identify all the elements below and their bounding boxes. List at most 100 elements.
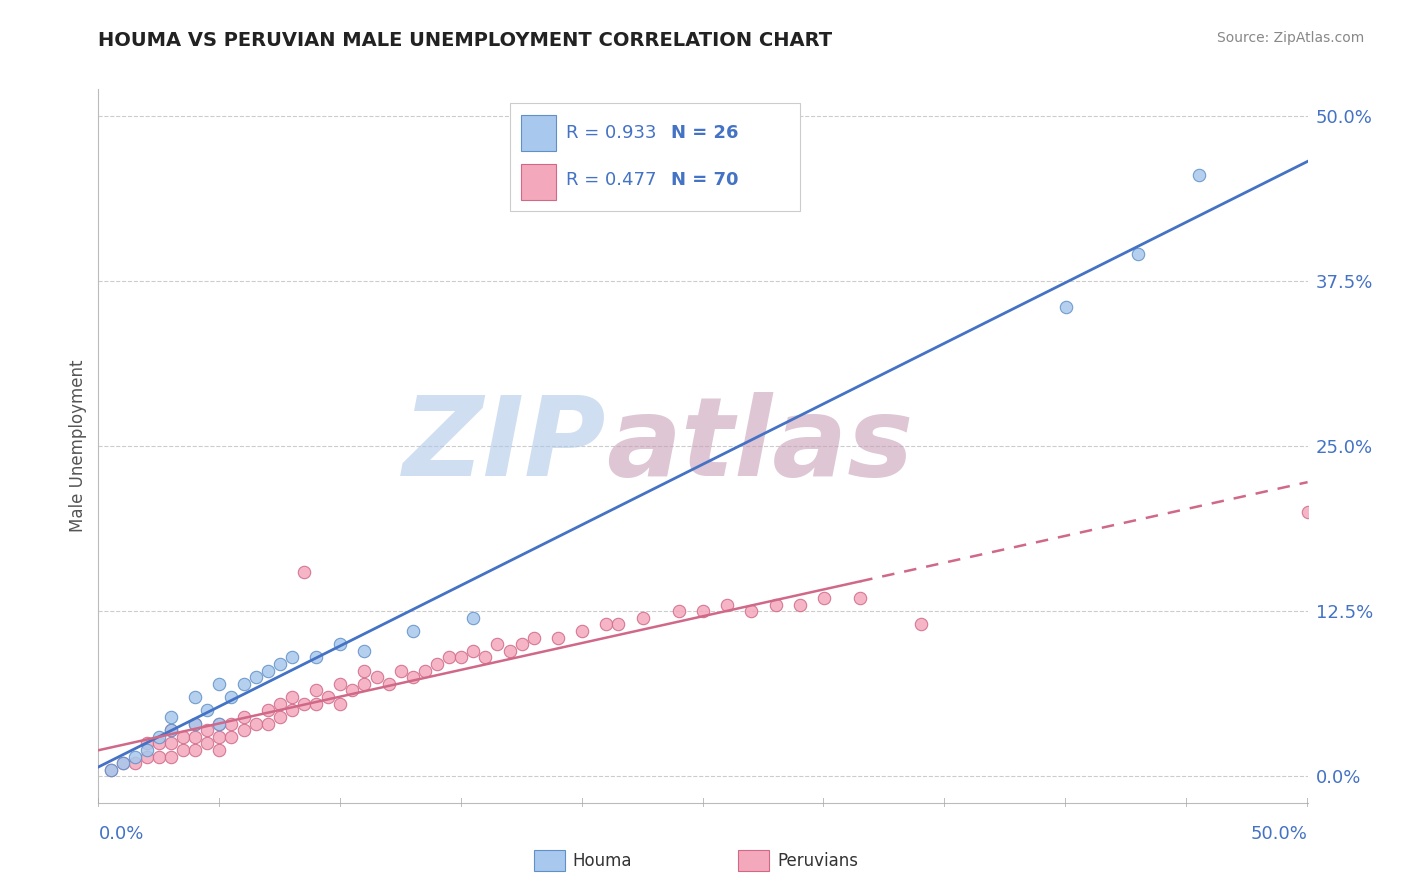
Point <box>195 703 218 717</box>
Point <box>607 617 630 632</box>
Point <box>184 690 207 704</box>
Point <box>377 677 399 691</box>
Point <box>402 670 425 684</box>
Point <box>740 604 762 618</box>
Point <box>208 716 231 731</box>
Point <box>208 677 231 691</box>
Point <box>413 664 436 678</box>
Point <box>765 598 787 612</box>
Point <box>256 703 278 717</box>
Point <box>245 716 267 731</box>
Point <box>463 611 485 625</box>
Point <box>437 650 460 665</box>
Point <box>305 683 328 698</box>
Point <box>135 736 157 750</box>
Text: |: | <box>97 798 100 807</box>
Point <box>124 756 146 771</box>
Text: |: | <box>1306 798 1309 807</box>
Point <box>292 565 315 579</box>
Point <box>1296 505 1319 519</box>
Point <box>208 730 231 744</box>
Point <box>232 723 254 738</box>
Text: |: | <box>702 798 704 807</box>
Point <box>849 591 872 605</box>
Point <box>329 637 352 651</box>
Text: |: | <box>460 798 463 807</box>
Point <box>316 690 339 704</box>
Point <box>510 637 533 651</box>
Text: |: | <box>943 798 946 807</box>
Point <box>910 617 932 632</box>
Point <box>148 749 170 764</box>
Text: N = 26: N = 26 <box>671 124 738 142</box>
Point <box>208 743 231 757</box>
Point <box>571 624 593 638</box>
Point <box>160 723 183 738</box>
Point <box>256 716 278 731</box>
Text: Houma: Houma <box>572 852 631 870</box>
Point <box>305 697 328 711</box>
Point <box>366 670 388 684</box>
Text: N = 70: N = 70 <box>671 171 738 189</box>
Point <box>353 644 375 658</box>
Point <box>486 637 509 651</box>
Y-axis label: Male Unemployment: Male Unemployment <box>69 359 87 533</box>
Point <box>184 716 207 731</box>
Point <box>111 756 134 771</box>
Point <box>195 723 218 738</box>
Point <box>389 664 412 678</box>
Point <box>523 631 546 645</box>
Point <box>124 749 146 764</box>
Point <box>474 650 496 665</box>
Point <box>269 657 291 671</box>
Point <box>221 690 243 704</box>
Point <box>305 650 328 665</box>
Point <box>329 677 352 691</box>
Point <box>135 749 157 764</box>
Text: 50.0%: 50.0% <box>1251 825 1308 843</box>
Point <box>595 617 617 632</box>
Point <box>232 677 254 691</box>
Text: |: | <box>1064 798 1067 807</box>
Point <box>281 650 304 665</box>
Point <box>160 710 183 724</box>
Point <box>292 697 315 711</box>
Point <box>813 591 835 605</box>
Point <box>498 644 520 658</box>
Point <box>160 723 183 738</box>
Point <box>160 736 183 750</box>
Point <box>184 716 207 731</box>
Point <box>402 624 425 638</box>
Point <box>342 683 364 698</box>
Text: Peruvians: Peruvians <box>778 852 859 870</box>
Text: HOUMA VS PERUVIAN MALE UNEMPLOYMENT CORRELATION CHART: HOUMA VS PERUVIAN MALE UNEMPLOYMENT CORR… <box>98 31 832 50</box>
Point <box>184 743 207 757</box>
Point <box>184 730 207 744</box>
Text: |: | <box>581 798 583 807</box>
Text: ZIP: ZIP <box>402 392 606 500</box>
Point <box>100 763 122 777</box>
Text: Source: ZipAtlas.com: Source: ZipAtlas.com <box>1216 31 1364 45</box>
Point <box>716 598 738 612</box>
Point <box>547 631 569 645</box>
Point <box>148 730 170 744</box>
Point <box>668 604 690 618</box>
Point <box>269 697 291 711</box>
Point <box>245 670 267 684</box>
Point <box>135 743 157 757</box>
Point <box>160 749 183 764</box>
Point <box>148 736 170 750</box>
Text: |: | <box>218 798 221 807</box>
Point <box>221 730 243 744</box>
Point <box>1188 168 1211 182</box>
Point <box>329 697 352 711</box>
Text: |: | <box>1185 798 1188 807</box>
Point <box>1054 300 1077 314</box>
Text: |: | <box>339 798 342 807</box>
Text: atlas: atlas <box>606 392 914 500</box>
Point <box>195 736 218 750</box>
Text: |: | <box>823 798 825 807</box>
Point <box>100 763 122 777</box>
Point <box>172 743 194 757</box>
Point <box>450 650 472 665</box>
